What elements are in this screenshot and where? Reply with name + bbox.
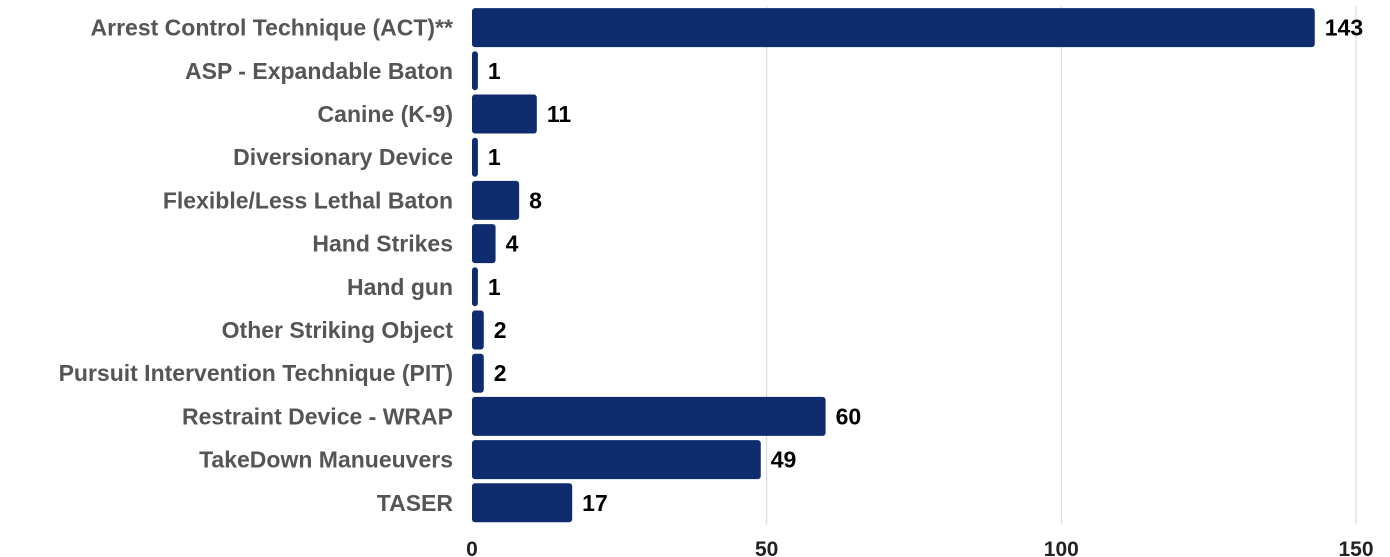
data-label: 11: [547, 101, 572, 127]
category-label: Canine (K-9): [318, 101, 453, 127]
bar: [472, 137, 478, 177]
category-label: Hand gun: [347, 274, 453, 300]
data-label: 8: [529, 187, 542, 213]
bar: [472, 8, 1315, 48]
bar: [472, 94, 537, 134]
x-tick-label: 150: [1338, 538, 1373, 557]
x-axis-tick-labels: 0 50 100 150: [466, 538, 1373, 557]
category-label: Flexible/Less Lethal Baton: [163, 187, 453, 213]
category-label: Other Striking Object: [222, 317, 454, 343]
category-label: TakeDown Manueuvers: [199, 447, 453, 473]
data-label: 143: [1325, 15, 1363, 41]
data-label: 60: [836, 403, 862, 429]
bar: [472, 224, 496, 264]
category-label: ASP - Expandable Baton: [185, 58, 453, 84]
bar: [472, 440, 761, 480]
gridlines: [766, 6, 1357, 525]
bar: [472, 267, 478, 307]
data-label: 2: [494, 317, 507, 343]
bar: [472, 353, 484, 393]
data-label: 4: [506, 231, 519, 257]
category-label: Restraint Device - WRAP: [182, 403, 453, 429]
bar: [472, 483, 573, 523]
data-label: 1: [488, 274, 501, 300]
data-label: 1: [488, 144, 501, 170]
category-label: Arrest Control Technique (ACT)**: [91, 15, 454, 41]
category-label: TASER: [377, 490, 454, 516]
data-label: 17: [582, 490, 608, 516]
bars: [472, 8, 1315, 523]
data-label: 1: [488, 58, 501, 84]
bar: [472, 310, 484, 350]
data-label: 49: [771, 447, 797, 473]
category-label: Diversionary Device: [233, 144, 453, 170]
bar: [472, 396, 826, 436]
data-label: 2: [494, 360, 507, 386]
category-labels: Arrest Control Technique (ACT)** ASP - Ex…: [59, 15, 454, 516]
category-label: Pursuit Intervention Technique (PIT): [59, 360, 453, 386]
bar: [472, 51, 478, 91]
bar: [472, 180, 520, 220]
x-tick-label: 100: [1044, 538, 1079, 557]
x-tick-label: 50: [755, 538, 778, 557]
x-tick-label: 0: [466, 538, 478, 557]
category-label: Hand Strikes: [312, 231, 453, 257]
